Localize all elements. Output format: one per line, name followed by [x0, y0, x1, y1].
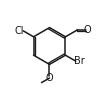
Text: O: O: [46, 73, 53, 83]
Text: Br: Br: [74, 56, 85, 66]
Text: O: O: [84, 25, 91, 35]
Text: Cl: Cl: [15, 26, 24, 36]
